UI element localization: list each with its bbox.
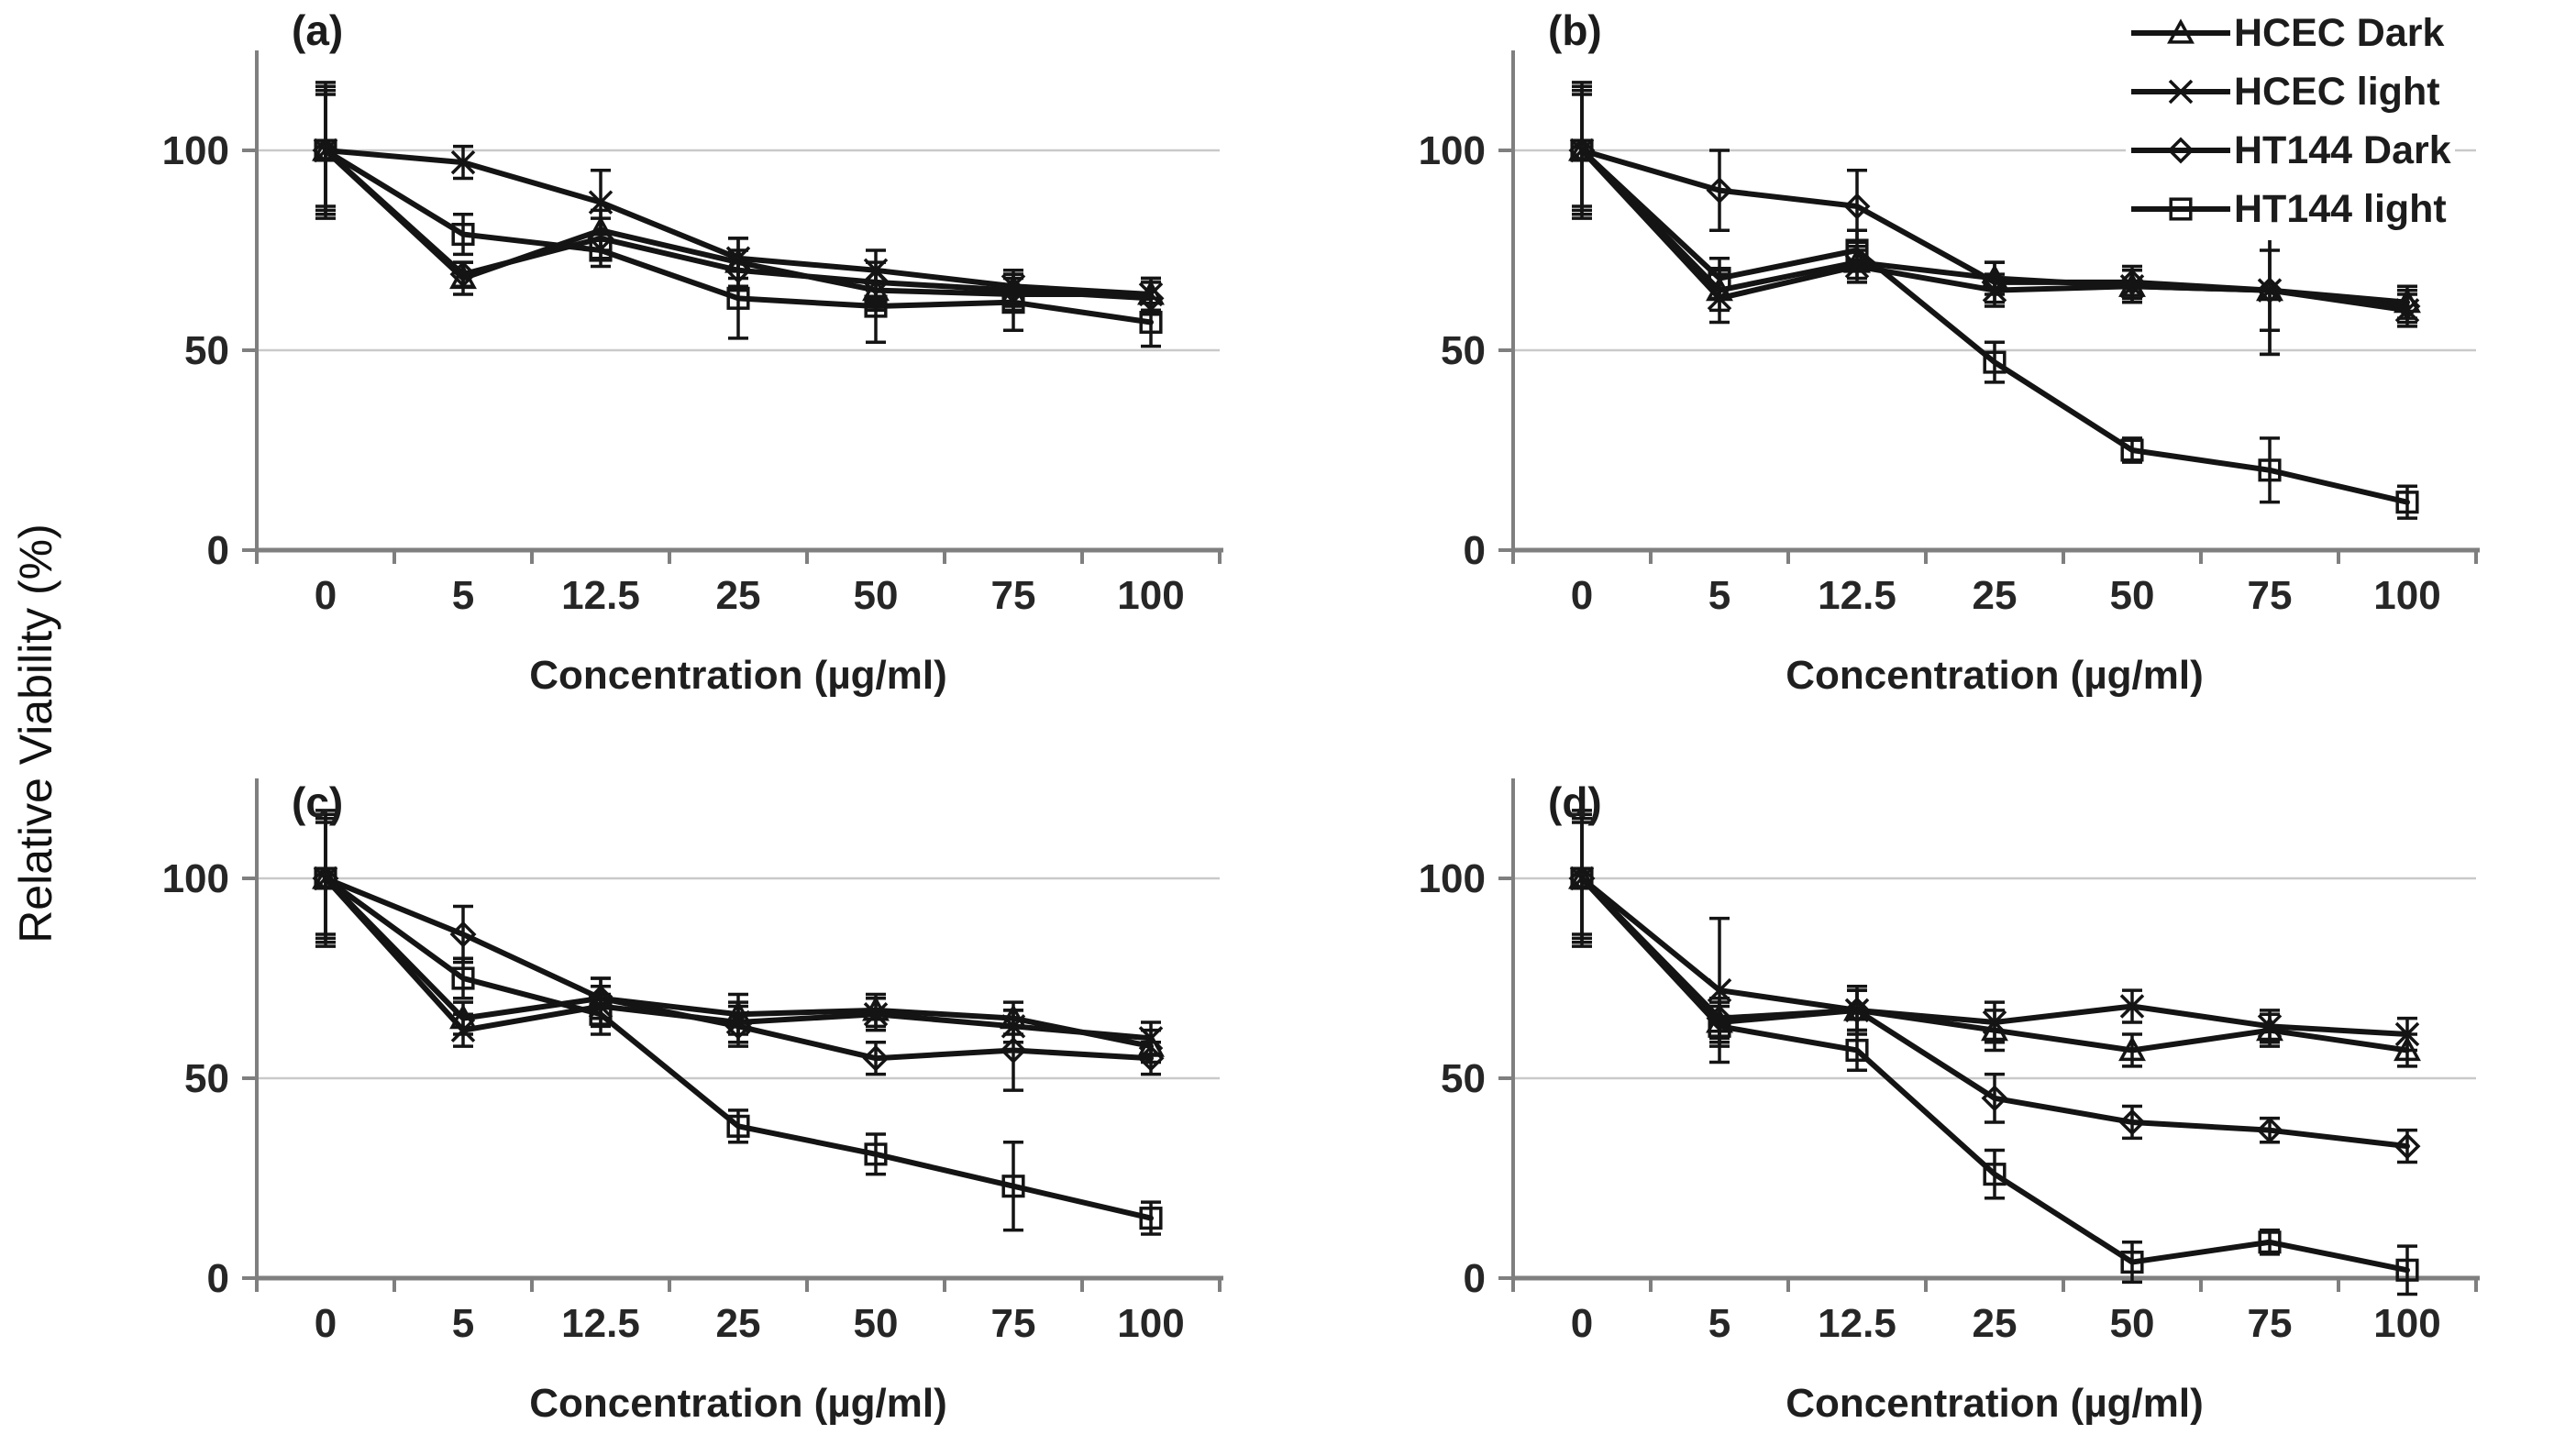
svg-text:50: 50: [854, 573, 899, 618]
panel-c-letter: (c): [292, 778, 344, 826]
diamond-marker-icon: [2131, 137, 2230, 164]
panel-b-xlabel: Concentration (µg/ml): [1786, 653, 2204, 698]
svg-text:12.5: 12.5: [1818, 1301, 1896, 1346]
svg-text:100: 100: [162, 856, 229, 901]
svg-text:12.5: 12.5: [561, 573, 640, 618]
svg-text:50: 50: [184, 1056, 229, 1101]
svg-text:100: 100: [1419, 128, 1486, 173]
svg-text:75: 75: [2248, 573, 2293, 618]
svg-text:100: 100: [1117, 1301, 1184, 1346]
legend-item-label: HCEC light: [2234, 69, 2440, 114]
svg-text:25: 25: [1973, 573, 2018, 618]
legend-item: HT144 light: [2129, 180, 2451, 238]
legend-item: HT144 Dark: [2129, 121, 2451, 180]
svg-text:50: 50: [2110, 1301, 2155, 1346]
svg-text:100: 100: [2373, 1301, 2440, 1346]
svg-text:0: 0: [315, 1301, 337, 1346]
legend-item-label: HT144 light: [2234, 186, 2447, 231]
panel-b: 0 50 100 0 5 12.5 25 50 75 100: [1366, 0, 2559, 728]
panel-c-chart: 0 50 100 0 5 12.5 25 50 75 100: [162, 778, 1223, 1346]
svg-text:25: 25: [716, 1301, 761, 1346]
svg-text:75: 75: [991, 573, 1036, 618]
panel-a-letter: (a): [292, 6, 344, 54]
svg-text:0: 0: [1464, 1256, 1486, 1301]
svg-text:5: 5: [1708, 573, 1730, 618]
svg-text:25: 25: [716, 573, 761, 618]
panel-a: 0 50 100 0 5 12.5 25 50 75 100: [110, 0, 1302, 728]
svg-text:50: 50: [1441, 328, 1486, 373]
triangle-marker-icon: [2131, 18, 2230, 44]
panel-c: 0 50 100 0 5 12.5 25 50 75 100: [110, 728, 1302, 1456]
svg-text:12.5: 12.5: [1818, 573, 1896, 618]
legend-item-label: HCEC Dark: [2234, 10, 2445, 55]
svg-text:12.5: 12.5: [561, 1301, 640, 1346]
svg-text:100: 100: [1419, 856, 1486, 901]
svg-text:0: 0: [1571, 1301, 1593, 1346]
svg-text:75: 75: [2248, 1301, 2293, 1346]
x-marker-icon: [2131, 79, 2230, 105]
svg-text:25: 25: [1973, 1301, 2018, 1346]
square-marker-icon: [2131, 197, 2230, 221]
svg-text:50: 50: [1441, 1056, 1486, 1101]
legend-item-label: HT144 Dark: [2234, 127, 2451, 172]
svg-text:0: 0: [315, 573, 337, 618]
legend: HCEC Dark HCEC light HT144 Dark HT144 li…: [2126, 2, 2455, 240]
panel-a-xlabel: Concentration (µg/ml): [529, 653, 947, 698]
panel-b-letter: (b): [1548, 6, 1602, 54]
svg-text:50: 50: [854, 1301, 899, 1346]
panel-c-xlabel: Concentration (µg/ml): [529, 1381, 947, 1426]
svg-text:75: 75: [991, 1301, 1036, 1346]
svg-text:0: 0: [207, 528, 229, 573]
legend-item: HCEC light: [2129, 62, 2451, 121]
panel-d-xlabel: Concentration (µg/ml): [1786, 1381, 2204, 1426]
legend-item: HCEC Dark: [2129, 4, 2451, 62]
svg-text:0: 0: [1464, 528, 1486, 573]
svg-text:5: 5: [1708, 1301, 1730, 1346]
svg-text:5: 5: [452, 1301, 474, 1346]
panel-b-chart: 0 50 100 0 5 12.5 25 50 75 100: [1419, 50, 2480, 618]
svg-text:5: 5: [452, 573, 474, 618]
panel-d-letter: (d): [1548, 778, 1602, 826]
svg-text:100: 100: [2373, 573, 2440, 618]
svg-text:0: 0: [207, 1256, 229, 1301]
panel-d: 0 50 100 0 5 12.5 25 50 75 100: [1366, 728, 2559, 1456]
panel-d-chart: 0 50 100 0 5 12.5 25 50 75 100: [1419, 778, 2480, 1346]
panel-a-chart: 0 50 100 0 5 12.5 25 50 75 100: [162, 50, 1223, 618]
y-axis-label: Relative Viability (%): [10, 524, 61, 943]
svg-text:100: 100: [1117, 573, 1184, 618]
svg-text:50: 50: [184, 328, 229, 373]
svg-text:50: 50: [2110, 573, 2155, 618]
svg-text:100: 100: [162, 128, 229, 173]
svg-text:0: 0: [1571, 573, 1593, 618]
